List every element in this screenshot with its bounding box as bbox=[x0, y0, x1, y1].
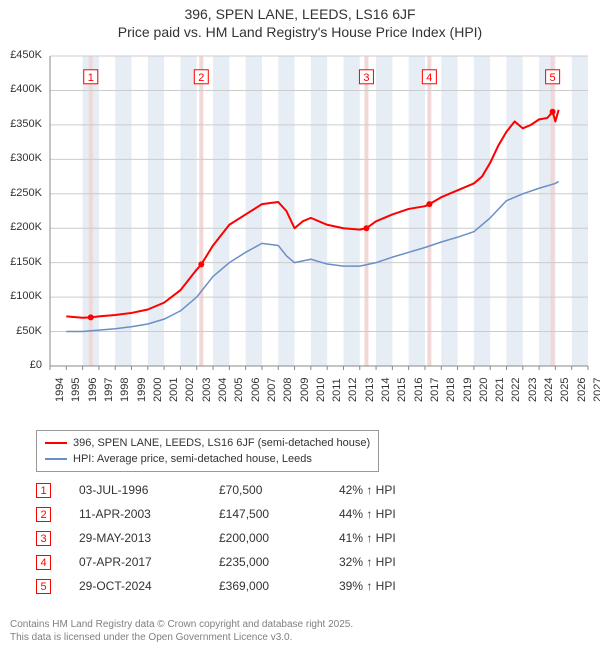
sale-marker: 2 bbox=[36, 507, 51, 522]
chart-title-block: 396, SPEN LANE, LEEDS, LS16 6JF Price pa… bbox=[0, 0, 600, 40]
x-tick-label: 2008 bbox=[282, 378, 294, 402]
x-tick-label: 2026 bbox=[576, 378, 588, 402]
svg-text:5: 5 bbox=[550, 72, 556, 84]
title-line-1: 396, SPEN LANE, LEEDS, LS16 6JF bbox=[0, 6, 600, 22]
x-tick-label: 2005 bbox=[233, 378, 245, 402]
sale-date: 29-MAY-2013 bbox=[79, 531, 219, 545]
sale-marker: 5 bbox=[36, 579, 51, 594]
x-tick-label: 1996 bbox=[87, 378, 99, 402]
legend-label: HPI: Average price, semi-detached house,… bbox=[73, 451, 312, 467]
x-tick-label: 2027 bbox=[592, 378, 600, 402]
footer-attribution: Contains HM Land Registry data © Crown c… bbox=[10, 618, 353, 644]
sale-date: 29-OCT-2024 bbox=[79, 579, 219, 593]
sale-pct: 39% ↑ HPI bbox=[339, 579, 459, 593]
sale-marker: 4 bbox=[36, 555, 51, 570]
y-tick-label: £300K bbox=[2, 152, 42, 164]
sale-date: 03-JUL-1996 bbox=[79, 483, 219, 497]
legend-label: 396, SPEN LANE, LEEDS, LS16 6JF (semi-de… bbox=[73, 435, 370, 451]
sale-date: 07-APR-2017 bbox=[79, 555, 219, 569]
svg-text:4: 4 bbox=[426, 72, 432, 84]
x-tick-label: 2024 bbox=[543, 378, 555, 402]
x-tick-label: 2011 bbox=[331, 378, 343, 402]
y-tick-label: £250K bbox=[2, 187, 42, 199]
sale-pct: 42% ↑ HPI bbox=[339, 483, 459, 497]
y-tick-label: £150K bbox=[2, 256, 42, 268]
x-tick-label: 1995 bbox=[70, 378, 82, 402]
x-tick-label: 2003 bbox=[201, 378, 213, 402]
x-tick-label: 2002 bbox=[184, 378, 196, 402]
x-tick-label: 2006 bbox=[250, 378, 262, 402]
sale-price: £235,000 bbox=[219, 555, 339, 569]
legend-row: HPI: Average price, semi-detached house,… bbox=[45, 451, 370, 467]
sale-marker: 3 bbox=[36, 531, 51, 546]
x-tick-label: 2023 bbox=[527, 378, 539, 402]
x-tick-label: 2007 bbox=[266, 378, 278, 402]
y-tick-label: £50K bbox=[2, 325, 42, 337]
x-tick-label: 2022 bbox=[510, 378, 522, 402]
x-tick-label: 2015 bbox=[396, 378, 408, 402]
x-tick-label: 2017 bbox=[429, 378, 441, 402]
x-tick-label: 2000 bbox=[152, 378, 164, 402]
y-tick-label: £450K bbox=[2, 49, 42, 61]
y-tick-label: £200K bbox=[2, 221, 42, 233]
sale-row: 1 03-JUL-1996£70,50042% ↑ HPI bbox=[36, 478, 459, 502]
legend: 396, SPEN LANE, LEEDS, LS16 6JF (semi-de… bbox=[36, 430, 379, 472]
x-tick-label: 2025 bbox=[559, 378, 571, 402]
line-chart-svg: 1 2 3 4 5 bbox=[0, 46, 600, 426]
x-tick-label: 2009 bbox=[299, 378, 311, 402]
sale-row: 2 11-APR-2003£147,50044% ↑ HPI bbox=[36, 502, 459, 526]
y-tick-label: £0 bbox=[2, 359, 42, 371]
sale-marker: 1 bbox=[36, 483, 51, 498]
x-tick-label: 2004 bbox=[217, 378, 229, 402]
sale-pct: 32% ↑ HPI bbox=[339, 555, 459, 569]
legend-row: 396, SPEN LANE, LEEDS, LS16 6JF (semi-de… bbox=[45, 435, 370, 451]
y-tick-label: £350K bbox=[2, 118, 42, 130]
sale-price: £147,500 bbox=[219, 507, 339, 521]
sale-row: 5 29-OCT-2024£369,00039% ↑ HPI bbox=[36, 574, 459, 598]
sale-row: 4 07-APR-2017£235,00032% ↑ HPI bbox=[36, 550, 459, 574]
x-tick-label: 2012 bbox=[347, 378, 359, 402]
y-tick-label: £400K bbox=[2, 83, 42, 95]
x-tick-label: 1994 bbox=[54, 378, 66, 402]
x-tick-label: 1999 bbox=[136, 378, 148, 402]
sale-price: £70,500 bbox=[219, 483, 339, 497]
sale-pct: 41% ↑ HPI bbox=[339, 531, 459, 545]
svg-text:2: 2 bbox=[198, 72, 204, 84]
x-tick-label: 2018 bbox=[445, 378, 457, 402]
x-tick-label: 1998 bbox=[119, 378, 131, 402]
x-tick-label: 2020 bbox=[478, 378, 490, 402]
x-tick-label: 2019 bbox=[462, 378, 474, 402]
x-tick-label: 1997 bbox=[103, 378, 115, 402]
sales-table: 1 03-JUL-1996£70,50042% ↑ HPI 2 11-APR-2003… bbox=[36, 478, 459, 598]
chart-area: 1 2 3 4 5 1994 1995 1996 1997 1998 1999 2000 2001 20… bbox=[0, 46, 600, 426]
legend-swatch bbox=[45, 442, 67, 444]
svg-text:1: 1 bbox=[88, 72, 94, 84]
x-tick-label: 2010 bbox=[315, 378, 327, 402]
sale-pct: 44% ↑ HPI bbox=[339, 507, 459, 521]
sale-price: £369,000 bbox=[219, 579, 339, 593]
sale-date: 11-APR-2003 bbox=[79, 507, 219, 521]
sale-price: £200,000 bbox=[219, 531, 339, 545]
x-tick-label: 2021 bbox=[494, 378, 506, 402]
footer-line-1: Contains HM Land Registry data © Crown c… bbox=[10, 618, 353, 631]
sale-row: 3 29-MAY-2013£200,00041% ↑ HPI bbox=[36, 526, 459, 550]
legend-swatch bbox=[45, 458, 67, 460]
footer-line-2: This data is licensed under the Open Gov… bbox=[10, 631, 353, 644]
title-line-2: Price paid vs. HM Land Registry's House … bbox=[0, 24, 600, 40]
x-tick-label: 2001 bbox=[168, 378, 180, 402]
x-tick-label: 2014 bbox=[380, 378, 392, 402]
x-tick-label: 2016 bbox=[413, 378, 425, 402]
x-tick-label: 2013 bbox=[364, 378, 376, 402]
svg-text:3: 3 bbox=[363, 72, 369, 84]
y-tick-label: £100K bbox=[2, 290, 42, 302]
